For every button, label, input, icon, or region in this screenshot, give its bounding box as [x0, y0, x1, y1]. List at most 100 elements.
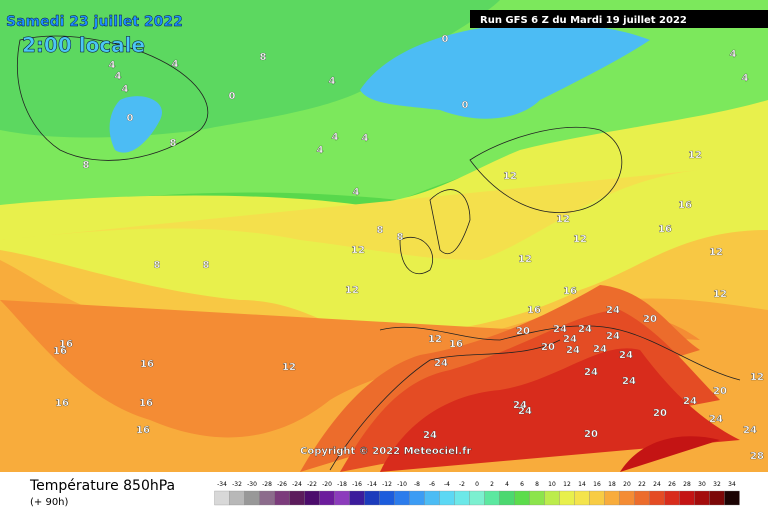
colorbar: -34 -32 -30 -28 -26 -24 -22 -20 -18 -16 -14 -12 -10-…: [214, 481, 740, 506]
colorbar-label: -28: [262, 481, 272, 488]
colorbar-label: 8: [535, 481, 539, 488]
contour-label: 24: [593, 344, 607, 355]
contour-label: 20: [653, 408, 667, 419]
contour-label: 24: [683, 396, 697, 407]
color-swatch: [709, 490, 725, 506]
color-swatch: [544, 490, 560, 506]
contour-label: 24: [709, 414, 723, 425]
contour-label: 12: [573, 234, 587, 245]
color-swatch: [514, 490, 530, 506]
run-text: Run GFS 6 Z du Mardi 19 juillet 2022: [480, 15, 687, 26]
time-text: 2:00 locale: [22, 33, 145, 57]
contour-label: 4: [332, 132, 339, 143]
contour-label: 16: [563, 286, 577, 297]
color-swatch: [214, 490, 230, 506]
contour-label: 4: [329, 76, 336, 87]
colorbar-label: 20: [623, 481, 631, 488]
contour-label: 20: [643, 314, 657, 325]
colorbar-label: 18: [608, 481, 616, 488]
contour-label: 24: [743, 425, 757, 436]
contour-label: 16: [140, 359, 154, 370]
contour-label: 0: [462, 100, 469, 111]
color-swatch: [664, 490, 680, 506]
color-swatch: [574, 490, 590, 506]
colorbar-label: 30: [698, 481, 706, 488]
contour-label: 8: [203, 260, 210, 271]
colorbar-label: -18: [337, 481, 347, 488]
contour-label: 8: [83, 160, 90, 171]
contour-label: 4: [172, 59, 179, 70]
color-swatch: [229, 490, 245, 506]
contour-label: 24: [513, 400, 527, 411]
colorbar-label: 22: [638, 481, 646, 488]
colorbar-label: -34: [217, 481, 227, 488]
color-swatch: [634, 490, 650, 506]
contour-label: 16: [136, 425, 150, 436]
contour-label: 24: [584, 367, 598, 378]
contour-label: 24: [553, 324, 567, 335]
contour-label: 24: [566, 345, 580, 356]
color-swatch: [694, 490, 710, 506]
color-swatch: [454, 490, 470, 506]
colorbar-label: 0: [475, 481, 479, 488]
contour-label: 4: [122, 84, 129, 95]
colorbar-label: -2: [459, 481, 465, 488]
color-swatch: [244, 490, 260, 506]
contour-label: 16: [53, 346, 67, 357]
contour-label: 24: [606, 331, 620, 342]
colorbar-label: -32: [232, 481, 242, 488]
contour-label: 12: [351, 245, 365, 256]
colorbar-label: -16: [352, 481, 362, 488]
contour-label: 20: [713, 386, 727, 397]
colorbar-label: 28: [683, 481, 691, 488]
colorbar-label: -22: [307, 481, 317, 488]
contour-label: 12: [345, 285, 359, 296]
contour-label: 12: [428, 334, 442, 345]
colorbar-label: 4: [505, 481, 509, 488]
colorbar-label: 26: [668, 481, 676, 488]
color-swatch: [364, 490, 380, 506]
contour-label: 20: [584, 429, 598, 440]
color-swatch: [259, 490, 275, 506]
contour-label: 8: [170, 138, 177, 149]
contour-label: 16: [449, 339, 463, 350]
contour-label: 24: [578, 324, 592, 335]
contour-label: 0: [442, 34, 449, 45]
color-swatch: [304, 490, 320, 506]
contour-label: 12: [713, 289, 727, 300]
colorbar-label: -24: [292, 481, 302, 488]
colorbar-label: -14: [367, 481, 377, 488]
color-swatch: [334, 490, 350, 506]
colorbar-label: 16: [593, 481, 601, 488]
contour-label: 12: [709, 247, 723, 258]
contour-label: 12: [282, 362, 296, 373]
colorbar-label: -4: [444, 481, 450, 488]
contour-label: 24: [563, 334, 577, 345]
date-text: Samedi 23 juillet 2022: [6, 14, 183, 30]
colorbar-label: -12: [382, 481, 392, 488]
contour-label: 12: [688, 150, 702, 161]
contour-label: 4: [317, 145, 324, 156]
color-swatch: [424, 490, 440, 506]
map-fields: [0, 0, 768, 472]
color-swatch: [529, 490, 545, 506]
color-swatch: [289, 490, 305, 506]
contour-label: 4: [362, 133, 369, 144]
colorbar-label: 2: [490, 481, 494, 488]
contour-label: 0: [127, 113, 134, 124]
contour-label: 24: [606, 305, 620, 316]
legend-title: Température 850hPa: [29, 478, 175, 494]
color-swatch: [589, 490, 605, 506]
contour-label: 28: [750, 451, 764, 462]
contour-label: 0: [229, 91, 236, 102]
colorbar-label: -30: [247, 481, 257, 488]
color-swatch: [439, 490, 455, 506]
colorbar-label: 32: [713, 481, 721, 488]
color-swatch: [559, 490, 575, 506]
contour-label: 8: [397, 232, 404, 243]
contour-label: 16: [55, 398, 69, 409]
colorbar-label: -8: [414, 481, 420, 488]
contour-label: 8: [154, 260, 161, 271]
contour-label: 20: [516, 326, 530, 337]
